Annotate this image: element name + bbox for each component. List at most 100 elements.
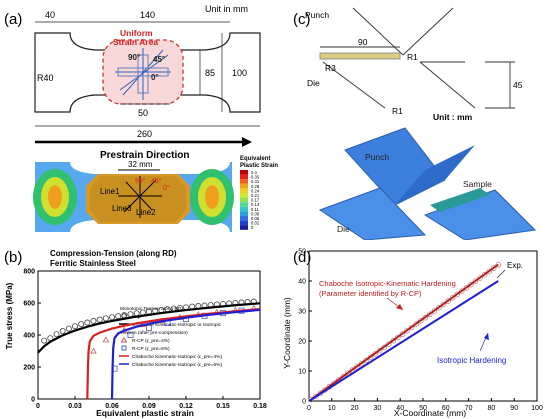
chart-b-x-tick-label: 0.09 <box>142 403 156 410</box>
dim-50: 50 <box>138 108 148 118</box>
sample-3d-label: Sample <box>463 179 492 189</box>
chart-b-title-1: Compression-Tension (along RD) <box>50 249 177 258</box>
chart-b-x-tick-label: 0.06 <box>105 403 119 410</box>
legend-value: 0.28 <box>251 184 260 189</box>
panel-a: (a) Uniform Strain Area 90° 45° 0° 40 14… <box>4 4 278 232</box>
contour-legend: 0.40.350.310.280.240.210.170.140.110.080… <box>240 170 260 230</box>
legend-swatch <box>240 170 248 175</box>
gauge-lines <box>115 48 171 100</box>
chart-d-series-circles-point <box>495 261 502 268</box>
chart-b-legend: Monotonic Tension along RD Exp. Chaboche… <box>119 306 222 368</box>
contour-lines <box>118 169 162 218</box>
chart-d-x-tick-label: 90 <box>510 405 518 412</box>
chart-b-series-triangles-point <box>102 336 110 343</box>
chart-b-y-tick-label: 600 <box>23 301 35 308</box>
chart-d-series-circles-point <box>449 294 456 301</box>
chart-d-series-circles-point <box>313 393 319 400</box>
legend-swatch <box>240 202 248 207</box>
panel-b-chart: (b) Compression-Tension (along RD) Ferri… <box>4 249 267 418</box>
legend-swatch <box>240 188 248 193</box>
chart-d-series-circles-point <box>308 396 315 403</box>
panel-c: (c) Punch Die R1 R1 R3 90 45 Unit : mm P… <box>293 7 537 240</box>
angle-90: 90° <box>128 53 140 62</box>
chart-d-x-tick-label: 100 <box>531 405 543 412</box>
chart-d-iso-arrowhead <box>484 333 489 340</box>
chart-b-series-circles-point <box>65 325 72 332</box>
chart-b-y-tick-label: 0 <box>31 397 35 404</box>
chart-d-exp-pointer <box>496 269 506 279</box>
line1-label: Line1 <box>100 187 120 196</box>
chart-d-series-circles-point <box>445 298 451 304</box>
chart-d-chaboche-label-1: Chaboche Isotropic-Kinematic Hardening <box>319 279 456 288</box>
chart-d-x-tick-label: 70 <box>465 405 473 412</box>
legend-rcp4: R-CP (ε_pre=4%) <box>132 338 170 344</box>
legend-value: 0.31 <box>251 179 260 184</box>
die-schematic <box>319 7 515 109</box>
line3-label: Line3 <box>112 204 132 213</box>
chart-d-series-circles-point <box>427 311 433 318</box>
chart-b-series-circles-point <box>72 323 79 330</box>
dim-140: 140 <box>140 10 155 20</box>
chart-d-iso-label: Isotropic Hardening <box>437 356 506 365</box>
legend-cki4: Chaboche Kinematic-Isotropic (ε_pre=4%) <box>132 354 222 360</box>
legend-rcp4-marker <box>120 337 128 343</box>
contour-angle-0: 0° <box>163 184 170 192</box>
contour-dim: 32 mm <box>128 160 153 169</box>
legend-swatch <box>240 211 248 216</box>
legend-value: 0.21 <box>251 193 260 198</box>
unit-label: Unit in mm <box>205 4 248 14</box>
chart-d-x-tick-label: 60 <box>442 405 450 412</box>
chart-b-x-tick-label: 0.15 <box>216 403 230 410</box>
uniform-label-2: Strain Area <box>113 37 158 47</box>
chart-d-x-tick-label: 10 <box>328 405 336 412</box>
chart-b-y-tick-label: 800 <box>23 269 35 276</box>
chart-d-y-tick-label: 20 <box>298 339 306 346</box>
legend-cki6: Chaboche Kinematic-Isotropic (ε_pre=6%) <box>132 362 222 368</box>
legend-swatch <box>240 174 248 180</box>
chart-d-series-circles-point <box>413 321 419 327</box>
panel-d-label: (d) <box>293 249 311 266</box>
chart-d-series-circles-point <box>468 281 474 288</box>
legend-value: 0.02 <box>251 221 260 226</box>
chart-b-x-tick-label: 0 <box>36 403 40 410</box>
chart-d-y-tick-label: 40 <box>298 279 306 286</box>
chart-b-series-circles-point <box>84 319 91 326</box>
chart-b-series-circles-point <box>53 331 60 338</box>
panel-a-label: (a) <box>4 11 22 28</box>
legend-swatch <box>240 193 248 198</box>
legend-swatch <box>240 179 248 184</box>
chart-b-y-tick-label: 400 <box>23 333 35 340</box>
chart-d-x-tick-label: 80 <box>488 405 496 412</box>
chart-b-series-circles-point <box>90 317 97 324</box>
legend-swatch <box>240 206 248 212</box>
punch-3d-label: Punch <box>365 152 389 162</box>
legend-mono-head: Monotonic Tension along RD <box>120 306 182 312</box>
legend-rcp6-marker <box>121 345 127 351</box>
legend-value: 0.4 <box>251 170 257 175</box>
chart-d-series-circles-point <box>477 275 483 281</box>
chart-d-series-circles-point <box>458 288 465 294</box>
chart-b-series-line-line <box>37 302 261 354</box>
r1-bottom: R1 <box>392 106 403 116</box>
chart-b-series-squares-point <box>145 324 152 331</box>
chart-d-x-tick-label: 50 <box>419 405 427 412</box>
chart-b-series-circles-point <box>102 315 109 322</box>
chart-d-x-tick-label: 30 <box>374 405 382 412</box>
chart-b-y-tick-label: 200 <box>23 365 35 372</box>
contour-angle-45: 45° <box>151 177 162 185</box>
line2-label: Line2 <box>136 208 156 217</box>
panel-d-chart: (d) Y-Coordinate (mm) X-Coordinate (mm) … <box>282 249 543 419</box>
legend-swatch <box>240 197 248 203</box>
chart-d-xlabel: X-Coordinate (mm) <box>394 408 466 418</box>
fem-3d-model <box>318 127 537 240</box>
chart-b-series-line-line <box>86 307 261 400</box>
die-3d-label: Die <box>337 224 350 234</box>
legend-tension-head: Tension (after pre-compression) <box>120 330 188 336</box>
dim-85: 85 <box>205 68 215 78</box>
legend-swatch <box>240 220 248 226</box>
legend-value: 0.11 <box>251 207 260 212</box>
legend-title-1: Equivalent <box>240 156 270 162</box>
chart-d-series-circles-point <box>436 304 442 311</box>
chart-d-series-circles-point <box>454 291 461 298</box>
chart-d-chaboche-arrowhead <box>396 304 403 310</box>
